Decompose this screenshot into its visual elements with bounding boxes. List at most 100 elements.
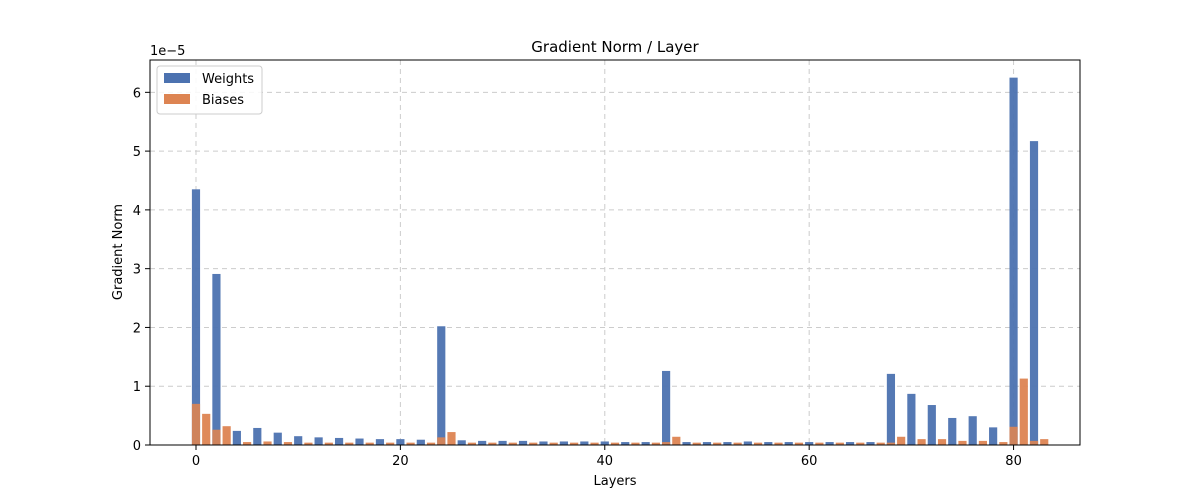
biases-bar — [283, 442, 293, 445]
weights-bar — [498, 440, 507, 445]
axis-ticks: 0 20 40 60 80 0 1 2 3 4 5 6 — [133, 86, 1022, 469]
weights-bar — [232, 430, 241, 445]
x-axis-label: Layers — [593, 474, 636, 489]
biases-bar — [651, 442, 660, 445]
biases-bar — [365, 442, 374, 445]
biases-bar — [958, 440, 967, 445]
y-tick-label: 2 — [133, 321, 141, 336]
y-tick-label: 4 — [133, 204, 141, 219]
biases-bar-overlay — [437, 437, 446, 445]
weights-bar — [927, 405, 936, 445]
biases-bar — [508, 442, 517, 445]
y-tick-label: 0 — [133, 439, 141, 454]
biases-bar — [549, 442, 558, 445]
bars — [191, 77, 1049, 445]
weights-bar — [845, 442, 855, 445]
weights-bar — [457, 440, 466, 445]
biases-bar-overlay — [662, 442, 671, 445]
weights-bar — [764, 442, 773, 445]
biases-bar — [590, 442, 599, 445]
weights-bar — [191, 189, 201, 445]
grid-lines — [150, 60, 1080, 446]
weights-bar — [723, 442, 732, 445]
weights-bar — [1029, 141, 1039, 445]
biases-bar — [386, 442, 395, 445]
weights-bar — [743, 441, 752, 445]
biases-bar — [999, 442, 1008, 445]
biases-bar — [1040, 439, 1049, 445]
biases-bar-overlay — [886, 442, 896, 445]
biases-bar — [610, 442, 620, 445]
chart-title: Gradient Norm / Layer — [531, 38, 699, 56]
biases-bar — [774, 442, 783, 445]
x-tick-label: 40 — [597, 454, 614, 469]
weights-bar — [621, 442, 630, 445]
biases-bar-overlay — [191, 403, 201, 445]
weights-bar — [396, 439, 405, 445]
legend-label-biases: Biases — [202, 93, 244, 108]
biases-bar — [937, 439, 947, 445]
x-tick-label: 80 — [1005, 454, 1022, 469]
biases-bar — [529, 442, 538, 445]
biases-bar — [856, 442, 865, 445]
biases-bar — [426, 442, 436, 445]
weights-bar — [641, 442, 650, 445]
weights-bar — [294, 436, 303, 445]
biases-bar — [570, 442, 579, 445]
weights-bar — [968, 416, 977, 445]
biases-bar — [222, 426, 231, 445]
y-tick-label: 1 — [133, 380, 141, 395]
x-tick-label: 0 — [192, 454, 200, 469]
weights-bar — [662, 370, 671, 445]
y-axis-label: Gradient Norm — [111, 204, 126, 300]
weights-bar — [212, 273, 221, 445]
x-tick-label: 20 — [392, 454, 409, 469]
biases-bar — [447, 432, 456, 445]
biases-bar — [815, 442, 824, 445]
weights-bar — [682, 442, 691, 445]
biases-bar — [692, 442, 701, 445]
weights-bar — [866, 442, 875, 445]
weights-bar — [416, 439, 425, 445]
y-tick-label: 3 — [133, 263, 141, 278]
weights-bar — [518, 440, 528, 445]
weights-bar — [702, 442, 712, 445]
y-tick-label: 5 — [133, 145, 141, 160]
weights-bar — [437, 326, 446, 445]
biases-bar — [263, 441, 272, 445]
biases-bar — [467, 442, 477, 445]
weights-bar — [886, 373, 896, 445]
biases-bar-overlay — [1029, 440, 1039, 445]
biases-bar — [978, 440, 987, 445]
biases-bar-overlay — [1009, 426, 1018, 445]
biases-bar — [324, 442, 333, 445]
weights-bar — [580, 441, 589, 445]
weights-bar — [559, 441, 568, 445]
biases-bar — [345, 442, 354, 445]
biases-bar — [304, 442, 313, 445]
weights-bar — [600, 441, 609, 445]
weights-bar — [273, 432, 282, 445]
weights-bar — [784, 442, 793, 445]
biases-bar — [835, 442, 844, 445]
biases-bar — [897, 436, 906, 445]
biases-bar — [733, 442, 742, 445]
weights-bar — [825, 442, 834, 445]
legend-swatch-biases — [164, 94, 190, 104]
weights-bar — [948, 417, 957, 445]
weights-bar — [907, 393, 916, 445]
biases-bar — [202, 413, 211, 445]
legend-swatch-weights — [164, 73, 190, 83]
biases-bar — [753, 442, 763, 445]
legend: Weights Biases — [156, 65, 263, 115]
biases-bar — [794, 442, 804, 445]
biases-bar — [917, 439, 926, 445]
weights-bar — [334, 437, 344, 445]
weights-bar — [253, 427, 262, 445]
weights-bar — [805, 442, 814, 445]
y-offset-text: 1e−5 — [150, 44, 185, 59]
biases-bar — [876, 442, 885, 445]
y-tick-label: 6 — [133, 86, 141, 101]
